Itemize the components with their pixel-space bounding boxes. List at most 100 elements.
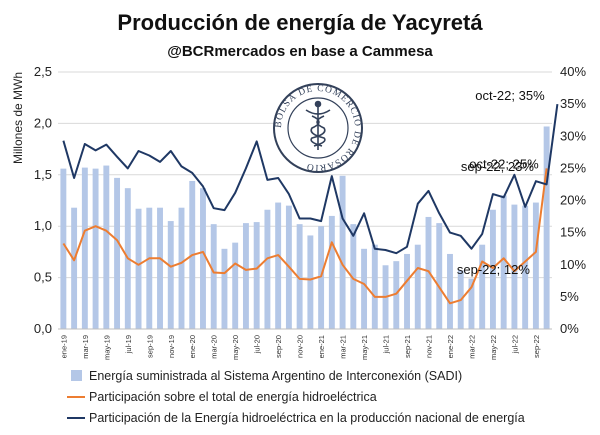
y-right-tick-label: 40% [560,64,586,79]
y-left-tick-label: 1,0 [34,218,52,233]
x-tick-label: nov-20 [296,335,305,358]
bar [543,126,550,329]
x-tick-label: sep-19 [145,335,154,358]
x-tick-label: may-20 [231,335,240,360]
series-line-hydro-share [62,168,548,305]
bar [339,175,346,329]
x-tick-label: sep-21 [403,335,412,358]
x-tick-label: sep-22 [532,335,541,358]
bar [200,188,206,329]
bar [114,177,121,329]
x-tick-label: ene-22 [446,335,455,358]
caduceus-icon [305,100,331,150]
y-right-tick-label: 20% [560,193,586,208]
x-tick-label: may-21 [360,335,369,360]
bar [393,261,400,329]
y-right-tick-label: 25% [560,160,586,175]
data-label-annotation: oct-22; 25% [469,156,539,171]
bar [361,248,368,329]
axes-layer: 0,0 0,5 1,0 1,5 2,0 2,5 0% 5% 10% 15% 20% 25% 30% 35%… [34,64,587,360]
bar [511,204,518,329]
chart-subtitle: @BCRmercados en base a Cammesa [167,43,433,60]
annotation-layer: oct-22; 35% sep-22; 23%oct-22; 25% sep-22;… [457,88,545,277]
bar [253,222,260,329]
x-tick-label: jul-22 [510,335,519,354]
legend-swatch-bars [71,370,82,381]
x-tick-label: ene-21 [317,335,326,358]
bar [371,244,378,329]
y-right-tick-label: 5% [560,289,579,304]
bar [135,208,142,329]
bar [307,235,314,329]
data-label-annotation: sep-22; 12% [457,262,530,277]
bar [232,242,239,329]
x-tick-label: mar-19 [81,335,90,359]
x-tick-label: mar-21 [339,335,348,359]
bar [479,244,486,329]
legend-label-national-share: Participación de la Energía hidroeléctri… [89,411,525,425]
bar [414,244,421,329]
bar [146,207,153,329]
bar [489,209,496,329]
bar [318,226,325,329]
bcr-seal-logo: BOLSA DE COMERCIO DE ROSARIO [273,83,363,173]
chart-title: Producción de energía de Yacyretá [117,10,483,35]
bar [522,205,529,329]
bar [264,209,271,329]
bar [436,223,443,329]
data-label-annotation: oct-22; 35% [475,88,545,103]
bar [221,248,228,329]
x-tick-label: jul-19 [124,335,133,354]
bar [275,202,282,329]
bar [468,278,475,329]
y-axis-left-label: Millones de MWh [11,72,25,164]
x-tick-label: jul-20 [253,335,262,354]
y-left-tick-label: 0,5 [34,270,52,285]
bar [350,224,357,329]
bar [81,167,88,329]
data-label-annotation: sep-22; 23% [461,159,534,174]
bar [242,223,249,329]
bar [60,168,67,329]
bar [103,165,110,329]
bar [178,207,185,329]
bar [167,221,174,329]
bar [92,168,99,329]
bar [296,224,303,329]
seal-inner-ring [287,97,349,159]
y-left-tick-label: 1,5 [34,167,52,182]
bar [210,224,217,329]
y-right-tick-label: 10% [560,257,586,272]
legend: Energía suministrada al Sistema Argentin… [67,369,525,425]
y-right-tick-label: 0% [560,321,579,336]
y-left-tick-label: 0,0 [34,321,52,336]
legend-label-bars: Energía suministrada al Sistema Argentin… [89,369,462,383]
y-left-tick-label: 2,0 [34,115,52,130]
y-right-tick-label: 30% [560,128,586,143]
x-tick-label: sep-20 [274,335,283,358]
y-right-tick-label: 35% [560,96,586,111]
bar [447,253,453,329]
bar [157,207,163,329]
x-tick-label: mar-20 [210,335,219,359]
lines-layer [62,103,559,305]
x-tick-label: jul-21 [382,335,391,354]
y-left-tick-label: 2,5 [34,64,52,79]
x-tick-label: nov-21 [425,335,434,358]
x-tick-label: ene-20 [188,335,197,358]
x-tick-label: ene-19 [59,335,68,358]
bar [532,202,539,329]
bar [500,195,507,329]
x-tick-label: mar-22 [467,335,476,359]
bar [328,215,335,329]
bar [404,253,410,329]
y-right-tick-label: 15% [560,225,586,240]
x-tick-label: may-22 [489,335,498,360]
legend-label-hydro-share: Participación sobre el total de energía … [89,390,377,404]
bar [71,207,78,329]
series-line-national-share [62,103,559,255]
x-tick-label: nov-19 [167,335,176,358]
x-tick-label: may-19 [102,335,111,360]
